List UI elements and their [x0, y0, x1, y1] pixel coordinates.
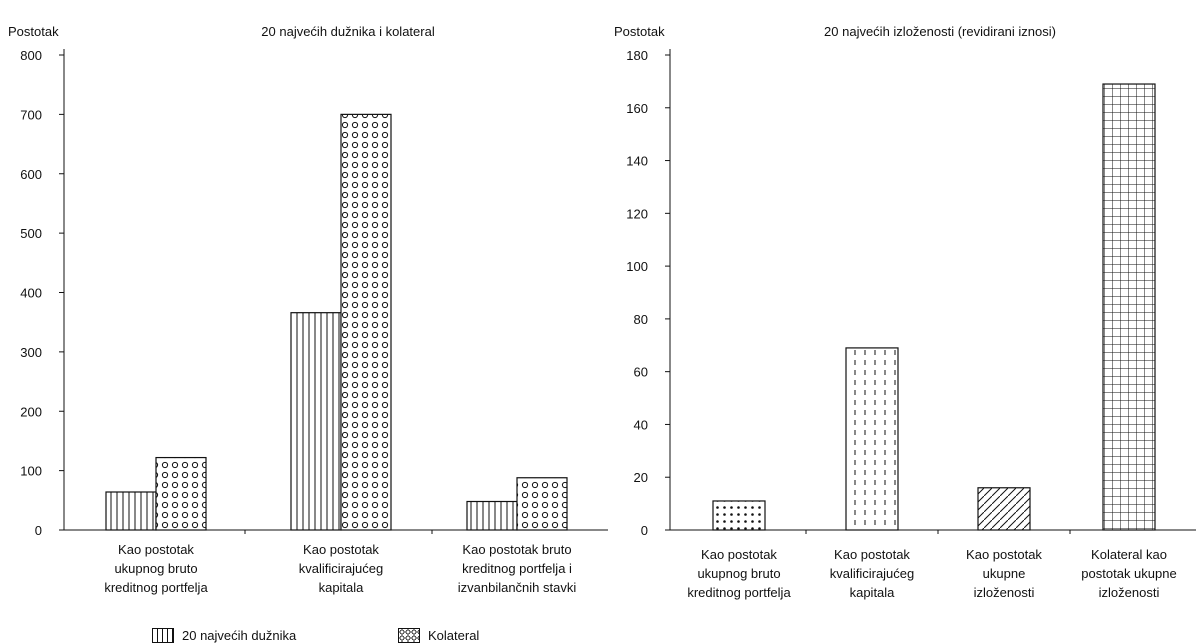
category-label: kapitala [850, 585, 896, 600]
category-label: kvalificirajućeg [299, 561, 384, 576]
y-tick-label: 700 [20, 107, 42, 122]
y-tick-label: 0 [35, 523, 42, 538]
chart-left: Postotak 20 najvećih dužnika i kolateral 0… [8, 24, 608, 595]
y-axis-label: Postotak [614, 24, 665, 39]
bar [977, 487, 1031, 531]
legend-label-kolateral: Kolateral [428, 627, 480, 643]
bar-kolateral [155, 456, 207, 531]
y-tick-label: 300 [20, 345, 42, 360]
bar-dluznici [466, 500, 518, 531]
y-tick-label: 40 [634, 417, 648, 432]
category-label: Kao postotak bruto [462, 542, 571, 557]
category-label: Kao postotak [118, 542, 194, 557]
category-label: kreditnog portfelja [104, 580, 208, 595]
category-label: Kao postotak [834, 547, 910, 562]
category-label: izloženosti [974, 585, 1035, 600]
y-tick-label: 500 [20, 226, 42, 241]
category-label: izvanbilančnih stavki [458, 580, 577, 595]
y-tick-label: 100 [20, 464, 42, 479]
category-label: Kao postotak [966, 547, 1042, 562]
legend-item-dluznici: 20 najvećih dužnika [152, 626, 296, 644]
category-label: ukupnog bruto [697, 566, 780, 581]
legend-item-kolateral: Kolateral [398, 626, 479, 644]
chart-title: 20 najvećih dužnika i kolateral [261, 24, 435, 39]
y-tick-label: 600 [20, 167, 42, 182]
y-tick-label: 60 [634, 365, 648, 380]
bar-kolateral [516, 477, 568, 531]
category-label: kapitala [319, 580, 365, 595]
y-tick-label: 180 [626, 48, 648, 63]
category-label: Kao postotak [701, 547, 777, 562]
y-tick-label: 20 [634, 470, 648, 485]
y-tick-label: 200 [20, 404, 42, 419]
bar-dluznici [290, 312, 342, 531]
figure: Postotak 20 najvećih dužnika i kolateral 0… [8, 24, 1196, 600]
y-tick-label: 120 [626, 206, 648, 221]
category-label: ukupne [983, 566, 1026, 581]
chart-right: Postotak 20 najvećih izloženosti (revidir… [614, 24, 1196, 600]
category-label: kreditnog portfelja [687, 585, 791, 600]
category-label: kvalificirajućeg [830, 566, 915, 581]
y-tick-label: 160 [626, 101, 648, 116]
circles-swatch-icon [398, 627, 420, 643]
y-axis-label: Postotak [8, 24, 59, 39]
bar-kolateral [340, 113, 392, 531]
category-label: postotak ukupne [1081, 566, 1176, 581]
y-tick-label: 0 [641, 523, 648, 538]
bar [845, 347, 899, 531]
category-label: Kolateral kao [1091, 547, 1167, 562]
bar [1102, 83, 1156, 531]
bar-dluznici [105, 491, 157, 531]
category-label: kreditnog portfelja i [462, 561, 572, 576]
category-label: Kao postotak [303, 542, 379, 557]
y-tick-label: 100 [626, 259, 648, 274]
y-tick-label: 400 [20, 286, 42, 301]
category-label: izloženosti [1099, 585, 1160, 600]
legend-label-dluznici: 20 najvećih dužnika [182, 627, 297, 643]
chart-title: 20 najvećih izloženosti (revidirani izno… [824, 24, 1056, 39]
category-label: ukupnog bruto [114, 561, 197, 576]
bar [712, 500, 766, 531]
y-tick-label: 80 [634, 312, 648, 327]
y-tick-label: 800 [20, 48, 42, 63]
y-tick-label: 140 [626, 154, 648, 169]
vertical-lines-swatch-icon [152, 627, 174, 643]
